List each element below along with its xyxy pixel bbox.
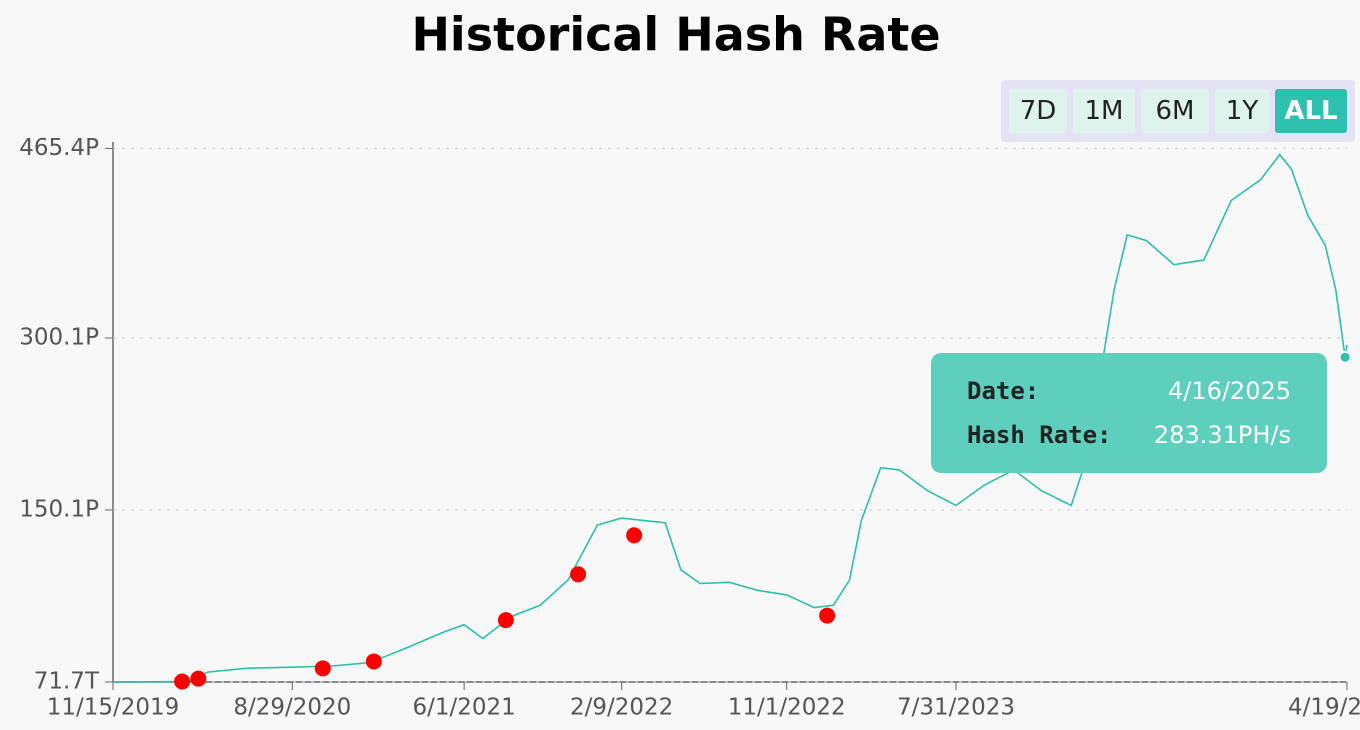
event-marker: [570, 566, 587, 583]
chart-title: Historical Hash Rate: [411, 8, 940, 62]
line-series: [112, 153, 1348, 683]
x-tick-label: 7/31/2023: [897, 695, 1015, 721]
tooltip-label: Date:: [967, 377, 1040, 405]
x-tick-label: 8/29/2020: [233, 695, 351, 721]
event-marker: [497, 612, 514, 629]
tooltip-value: 4/16/2025: [1167, 377, 1291, 405]
hover-point: [1338, 350, 1352, 364]
tooltip-value: 283.31PH/s: [1153, 421, 1291, 449]
range-button[interactable]: ALL: [1275, 89, 1347, 133]
event-marker: [174, 673, 191, 690]
event-marker: [626, 527, 643, 544]
y-tick-label: 150.1P: [19, 496, 99, 522]
range-button[interactable]: 7D: [1009, 89, 1067, 133]
tooltip: Date: 4/16/2025 Hash Rate: 283.31PH/s: [931, 353, 1327, 473]
x-tick-label: 6/1/2021: [412, 695, 515, 721]
range-button[interactable]: 1M: [1073, 89, 1135, 133]
event-marker: [819, 607, 836, 624]
event-marker: [190, 670, 207, 687]
x-tick-label: 11/15/2019: [47, 695, 180, 721]
range-selector: 7D 1M 6M 1Y ALL: [1001, 80, 1355, 142]
tooltip-label: Hash Rate:: [967, 421, 1112, 449]
event-marker: [314, 660, 331, 677]
x-tick-label: 4/19/2025: [1288, 695, 1360, 721]
range-button[interactable]: 6M: [1141, 89, 1209, 133]
y-tick-label: 71.7T: [34, 669, 100, 695]
x-tick-label: 11/1/2022: [728, 695, 846, 721]
event-marker: [365, 653, 382, 670]
range-button[interactable]: 1Y: [1215, 89, 1269, 133]
x-tick-label: 2/9/2022: [570, 695, 673, 721]
y-tick-label: 300.1P: [19, 324, 99, 350]
y-tick-label: 465.4P: [19, 135, 99, 161]
